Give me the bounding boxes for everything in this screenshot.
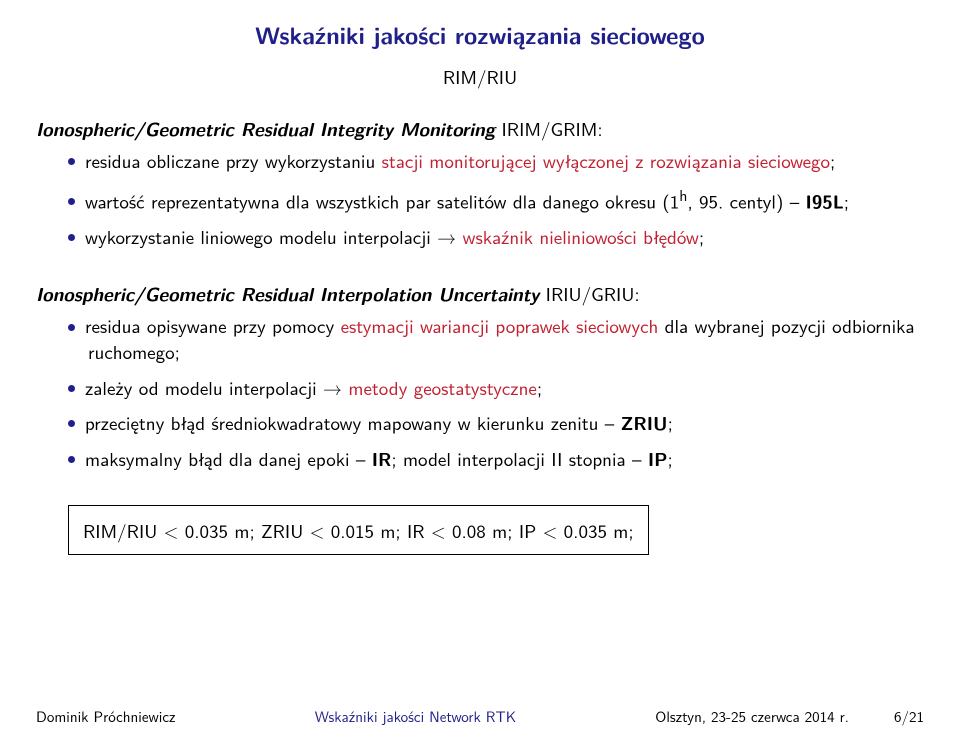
footer: Dominik Próchniewicz Wskaźniki jakości N… bbox=[36, 705, 924, 727]
slide-subtitle: RIM/RIU bbox=[36, 62, 924, 90]
list-item: zależy od modelu interpolacji → metody g… bbox=[68, 375, 924, 401]
bullet-icon bbox=[68, 456, 75, 463]
footer-right: Olsztyn, 23-25 czerwca 2014 r. 6/21 bbox=[655, 705, 924, 727]
list-item: przeciętny błąd średniokwadratowy mapowa… bbox=[68, 410, 924, 436]
footer-author: Dominik Próchniewicz bbox=[36, 705, 176, 727]
section1-head-ital: Ionospheric/Geometric Residual Integrity… bbox=[36, 114, 495, 142]
bullet-icon bbox=[68, 324, 75, 331]
page-number: 6/21 bbox=[894, 705, 924, 727]
bullet-icon bbox=[68, 234, 75, 241]
section1-list: residua obliczane przy wykorzystaniu sta… bbox=[36, 148, 924, 259]
list-item: wartość reprezentatywna dla wszystkich p… bbox=[68, 184, 924, 214]
section2-list: residua opisywane przy pomocy estymacji … bbox=[36, 313, 924, 481]
section1-head-plain: IRIM/GRIM: bbox=[495, 114, 602, 142]
section2-heading: Ionospheric/Geometric Residual Interpola… bbox=[36, 279, 924, 307]
slide-title: Wskaźniki jakości rozwiązania sieciowego bbox=[36, 18, 924, 52]
bullet-icon bbox=[68, 198, 75, 205]
bullet-icon bbox=[68, 385, 75, 392]
list-item: residua obliczane przy wykorzystaniu sta… bbox=[68, 148, 924, 174]
list-item: residua opisywane przy pomocy estymacji … bbox=[68, 313, 924, 364]
threshold-box: RIM/RIU < 0.035 m; ZRIU < 0.015 m; IR < … bbox=[68, 505, 649, 555]
list-item: maksymalny błąd dla danej epoki – IR; mo… bbox=[68, 446, 924, 472]
bullet-icon bbox=[68, 420, 75, 427]
section2-head-ital: Ionospheric/Geometric Residual Interpola… bbox=[36, 279, 539, 307]
bullet-icon bbox=[68, 158, 75, 165]
section2-head-plain: IRIU/GRIU: bbox=[539, 279, 639, 307]
list-item: wykorzystanie liniowego modelu interpola… bbox=[68, 224, 924, 250]
section1-heading: Ionospheric/Geometric Residual Integrity… bbox=[36, 114, 924, 142]
threshold-box-wrap: RIM/RIU < 0.035 m; ZRIU < 0.015 m; IR < … bbox=[36, 495, 924, 555]
footer-center: Wskaźniki jakości Network RTK bbox=[315, 705, 516, 727]
slide: Wskaźniki jakości rozwiązania sieciowego… bbox=[0, 0, 960, 743]
